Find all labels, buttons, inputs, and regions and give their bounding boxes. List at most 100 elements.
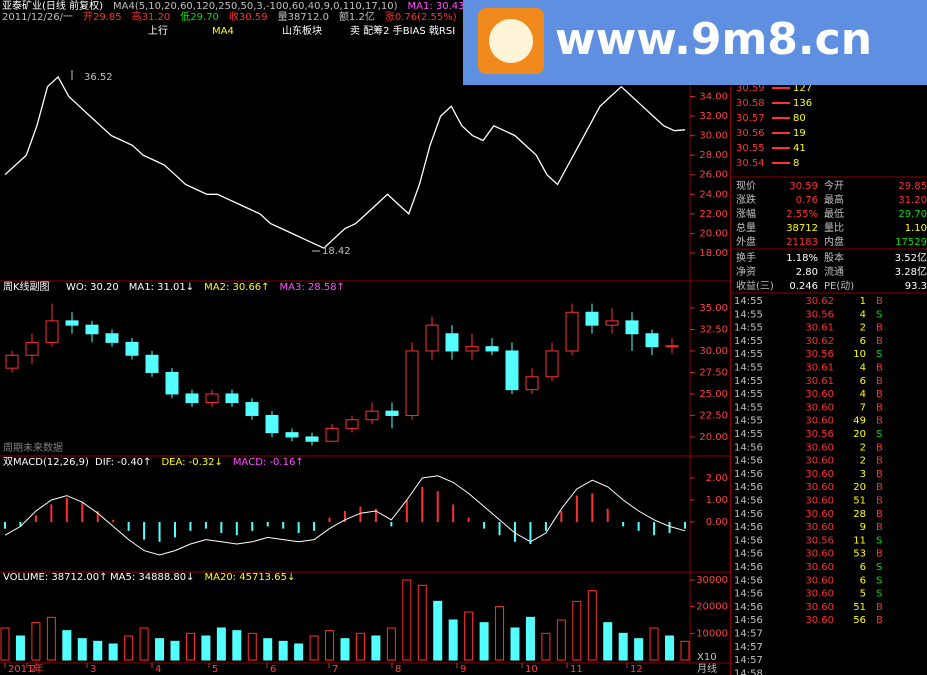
trade-cell: 6 [860,575,866,586]
trade-cell: 30.60 [805,509,834,520]
candle-body [25,341,39,356]
header-tag: 上行 [148,24,168,37]
info-item: 涨0.76(2.55%) [385,11,457,23]
quote-cell: 量比 [824,222,844,234]
trade-cell: 49 [853,416,866,427]
legend-item: MA1: 31.01↓ [129,282,194,293]
candle-body [665,345,679,348]
x-tick-label: 5 [212,664,218,675]
volume-bar [355,632,365,661]
trade-cell: 30.61 [805,363,834,374]
trade-cell: 6 [860,376,866,387]
y-tick-label: 35.00 [699,303,728,314]
trade-cell: 14:56 [734,589,763,600]
volume-bar [232,630,242,661]
volume-bar [201,635,211,661]
dif-line [4,475,686,556]
trade-cell: 30.61 [805,323,834,334]
x-tick-label: 9 [460,664,466,675]
trade-cell: 14:55 [734,402,763,413]
trade-cell: 30.60 [805,442,834,453]
trade-cell: 14:56 [734,549,763,560]
trade-cell: S [876,535,882,546]
trade-cell: 11 [853,535,866,546]
candle-body [465,346,479,352]
candle-body [265,414,279,434]
trade-cell: 14:58 [734,668,763,675]
quote-cell: 外盘 [736,235,756,248]
candle-body [365,410,379,421]
info-item: 开29.85 [83,12,122,23]
ask-price: 30.54 [736,158,765,169]
candle-body [145,354,159,373]
quote-cell: 21183 [786,237,818,248]
quote-cell: 最低 [824,207,844,220]
trade-cell: 30.60 [805,402,834,413]
trade-cell: 28 [853,509,866,520]
trade-cell: 14:55 [734,416,763,427]
trade-cell: 2 [860,442,866,453]
x-tick-label: 12 [630,664,643,675]
trade-cell: S [876,429,882,440]
trade-cell: 30.61 [805,376,834,387]
trade-cell: 7 [860,402,866,413]
candle-body [245,402,259,416]
quote-cell: 38712 [786,223,818,234]
volume-bar [185,632,195,661]
trade-cell: B [876,522,883,533]
trade-cell: B [876,296,883,307]
legend-item: WO: 30.20 [66,282,119,293]
header-tag: MA4 [212,26,234,37]
trade-cell: B [876,402,883,413]
quote-cell: 换手 [736,251,756,264]
y-tick-label: 32.00 [699,111,728,122]
header-item: 亚泰矿业(日线 前复权) [2,0,103,12]
trade-cell: 14:57 [734,642,763,653]
quote-cell: 流通 [824,265,844,278]
volume-bar [294,643,304,661]
trade-cell: 30.60 [805,615,834,626]
y-tick-label: 30.00 [699,131,728,142]
volume-bar [572,600,582,661]
panel-note: 周期未来数据 [3,441,63,454]
trade-cell: 30.60 [805,482,834,493]
trade-cell: 30.56 [805,349,834,360]
volume-unit: X10 [697,652,717,663]
ask-price: 30.55 [736,143,765,154]
y-tick-label: 18.00 [699,248,728,259]
quote-cell: 30.59 [789,181,818,192]
trade-cell: 4 [860,309,866,320]
trade-cell: 14:56 [734,522,763,533]
trade-cell: 30.60 [805,575,834,586]
info-item: 2011/12/26/一 [2,12,73,23]
trade-cell: 14:55 [734,309,763,320]
trade-cell: 14:57 [734,655,763,666]
trade-cell: 4 [860,363,866,374]
volume-bar [402,579,412,661]
volume-bar [448,619,458,661]
trade-cell: B [876,496,883,507]
ask-volume: 136 [793,98,812,109]
trade-cell: B [876,416,883,427]
quote-cell: 内盘 [824,235,844,248]
trade-cell: 5 [860,589,866,600]
volume-bar [525,616,535,661]
candle-body [505,350,519,391]
trade-cell: B [876,336,883,347]
candle-body [305,436,319,442]
volume-bar [371,635,381,661]
x-tick-label: 4 [155,664,161,675]
legend-item: MA2: 30.66↑ [204,282,269,293]
trade-cell: 30.60 [805,602,834,613]
header-tag: 卖 配筹2 手BIAS 戟RSI [350,24,455,37]
volume-bar [510,627,520,661]
trade-cell: S [876,562,882,573]
volume-bar [309,635,319,661]
trade-cell: 14:55 [734,363,763,374]
y-tick-label: 28.00 [699,150,728,161]
x-tick-label: 10 [525,664,538,675]
candle-body [45,320,59,343]
y-tick-label: 27.50 [699,367,728,378]
trade-cell: 30.60 [805,389,834,400]
volume-bar [541,632,551,661]
